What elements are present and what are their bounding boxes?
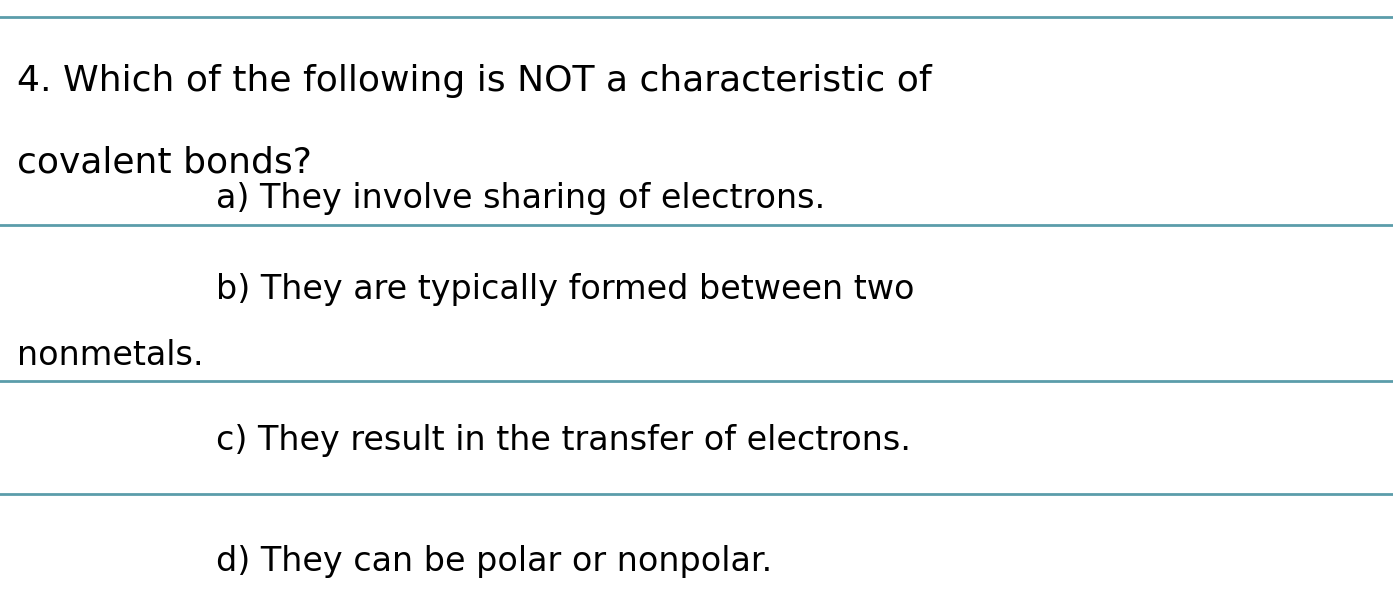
Text: 4. Which of the following is NOT a characteristic of: 4. Which of the following is NOT a chara… [17,64,932,98]
Text: c) They result in the transfer of electrons.: c) They result in the transfer of electr… [216,424,911,457]
Text: a) They involve sharing of electrons.: a) They involve sharing of electrons. [216,182,825,215]
Text: nonmetals.: nonmetals. [17,339,203,372]
Text: covalent bonds?: covalent bonds? [17,145,312,179]
Text: b) They are typically formed between two: b) They are typically formed between two [216,273,914,305]
Text: d) They can be polar or nonpolar.: d) They can be polar or nonpolar. [216,545,772,578]
